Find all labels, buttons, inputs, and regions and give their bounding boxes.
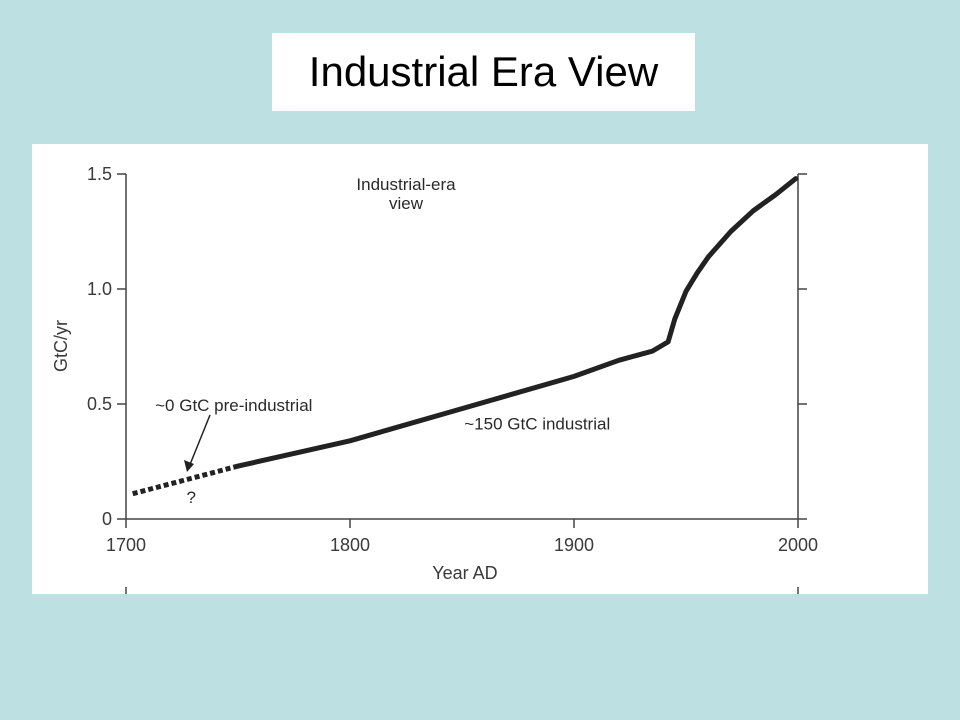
- y-tick-label: 0: [102, 509, 112, 529]
- chart-title-line-1: Industrial-era: [356, 175, 456, 194]
- line-chart: 0 0.5 1.0 1.5 1700 1800 1900 2000 Industrial-er…: [51, 164, 818, 594]
- chart-title-line-2: view: [389, 194, 424, 213]
- slide-title: Industrial Era View: [272, 33, 695, 111]
- chart-annotation: ?: [186, 488, 195, 507]
- chart-panel: 0 0.5 1.0 1.5 1700 1800 1900 2000 Industrial-er…: [32, 144, 928, 594]
- x-tick-label: 1800: [330, 535, 370, 555]
- series-line-solid: [235, 176, 799, 469]
- y-axis-title: GtC/yr: [51, 320, 71, 372]
- series-line-dashed: [132, 463, 239, 497]
- y-tick-label: 0.5: [87, 394, 112, 414]
- chart-annotation: ~0 GtC pre-industrial: [155, 396, 312, 415]
- x-tick-label: 1900: [554, 535, 594, 555]
- y-tick-label: 1.0: [87, 279, 112, 299]
- annotation-arrow: [188, 414, 211, 468]
- x-tick-label: 2000: [778, 535, 818, 555]
- chart-annotation: ~150 GtC industrial: [464, 414, 610, 433]
- x-axis-title: Year AD: [432, 563, 497, 583]
- y-tick-label: 1.5: [87, 164, 112, 184]
- annotation-arrowhead: [184, 460, 194, 472]
- x-tick-label: 1700: [106, 535, 146, 555]
